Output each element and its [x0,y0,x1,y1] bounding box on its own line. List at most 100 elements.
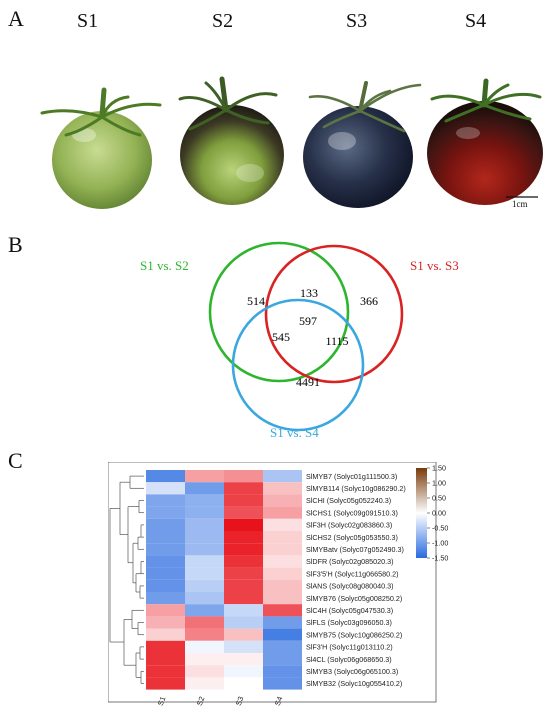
stage-label-s4: S4 [465,10,487,32]
heatmap-cell [224,470,263,483]
panel-label-c: C [8,448,23,473]
tomato-s3 [303,81,422,208]
heatmap-cell [185,506,224,519]
heatmap-cell [185,677,224,690]
heatmap-row-label: SlF3'H (Solyc11g013110.2) [306,643,393,652]
color-scale-bar [416,468,427,558]
heatmap-column-labels: S1 S2 S3 S4 [156,695,285,706]
heatmap-cell [185,518,224,531]
color-scale-tick-label: -1.00 [432,539,448,548]
tomato-s4 [427,78,543,205]
venn-count-s3-s4: 1115 [325,334,348,348]
heatmap-cell [263,665,302,678]
venn-circle-s1-vs-s2 [208,241,350,383]
heatmap-cell [146,592,185,605]
scale-bar-label: 1cm [512,199,528,209]
heatmap-row-label: SlDFR (Solyc02g085020.3) [306,557,394,566]
color-scale-tick-label: 0.00 [432,509,446,518]
heatmap-cell [185,640,224,653]
heatmap-cell [146,531,185,544]
color-scale-tick-label: 1.00 [432,479,446,488]
venn-count-s2-s4: 545 [272,330,290,344]
heatmap-row-labels: SlMYB7 (Solyc01g111500.3) SlMYB114 (Solyc… [306,472,406,688]
heatmap-cell [146,482,185,495]
tomato-s1 [40,87,162,209]
heatmap-cell [185,579,224,592]
heatmap-cell [146,604,185,617]
heatmap-column-label: S4 [273,695,285,706]
heatmap-row-label: SlF3'5'H (Solyc11g066580.2) [306,569,399,578]
heatmap-column-label: S3 [234,695,246,706]
heatmap-row-label: SlCHI (Solyc05g052240.3) [306,496,391,505]
venn-circle-s1-vs-s4 [231,298,365,432]
heatmap-row-label: SlCHS2 (Solyc05g053550.3) [306,533,398,542]
heatmap-cell [263,677,302,690]
heatmap-cell [224,555,263,568]
heatmap-cell [146,494,185,507]
heatmap-cell [185,628,224,641]
heatmap-cell [263,470,302,483]
heatmap-cell [263,518,302,531]
heatmap-cell [263,567,302,580]
heatmap-cell [146,616,185,629]
heatmap-cell [263,604,302,617]
heatmap-row-label: SlMYB32 (Solyc10g055410.2) [306,679,402,688]
heatmap-cell [224,665,263,678]
venn-label-s1-vs-s2: S1 vs. S2 [140,258,189,273]
venn-count-all: 597 [299,314,317,328]
heatmap-cell [224,531,263,544]
heatmap-cell [224,567,263,580]
heatmap-cell [263,616,302,629]
heatmap-cell [224,677,263,690]
heatmap-cell [263,579,302,592]
heatmap-cell [185,616,224,629]
venn-diagram: 514 366 133 597 545 1115 4491 [208,241,404,432]
heatmap-cell [146,677,185,690]
stage-label-s2: S2 [212,10,234,32]
heatmap-column-label: S1 [156,695,168,706]
heatmap-cell [146,665,185,678]
heatmap-cell [185,531,224,544]
heatmap-cells [146,470,302,690]
heatmap-row-label: SlCHS1 (Solyc09g091510.3) [306,508,398,517]
heatmap-cell [146,470,185,483]
heatmap-cell [185,592,224,605]
heatmap-cell [263,506,302,519]
heatmap-cell [263,494,302,507]
heatmap-cell [146,567,185,580]
row-dendrogram [109,475,144,684]
venn-count-s2-s3: 133 [300,286,318,300]
venn-count-only-s1-vs-s4: 4491 [296,375,320,389]
heatmap-cell [263,482,302,495]
heatmap-cell [224,616,263,629]
heatmap-row-label: SlMYB75 (Solyc10g086250.2) [306,630,402,639]
heatmap-frame [108,462,437,703]
heatmap-column-label: S2 [195,695,207,706]
heatmap-cell [185,494,224,507]
venn-count-only-s1-vs-s3: 366 [360,294,378,308]
heatmap-cell [185,604,224,617]
heatmap-cell [224,494,263,507]
heatmap-row-label: Sl4CL (Solyc06g068650.3) [306,655,392,664]
tomato-photos [40,76,543,209]
heatmap-cell [146,555,185,568]
stage-label-s1: S1 [77,10,99,32]
heatmap-cell [146,506,185,519]
heatmap-cell [185,665,224,678]
heatmap-row-label: SlMYB114 (Solyc10g086290.2) [306,484,406,493]
heatmap-figure: SlMYB7 (Solyc01g111500.3) SlMYB114 (Solyc… [108,462,448,706]
heatmap-cell [224,506,263,519]
heatmap-cell [224,482,263,495]
heatmap-row-label: SlMYB7 (Solyc01g111500.3) [306,472,397,481]
heatmap-cell [263,592,302,605]
color-scale-tick-label: 0.50 [432,494,446,503]
heatmap-cell [263,653,302,666]
heatmap-row-label: SlMYBatv (Solyc07g052490.3) [306,545,404,554]
heatmap-cell [185,482,224,495]
heatmap-cell [185,567,224,580]
venn-circle-s1-vs-s3 [264,244,404,384]
venn-label-s1-vs-s3: S1 vs. S3 [410,258,459,273]
color-scale-tick-label: 1.50 [432,464,446,473]
heatmap-row-label: SlANS (Solyc08g080040.3) [306,582,394,591]
heatmap-cell [185,470,224,483]
